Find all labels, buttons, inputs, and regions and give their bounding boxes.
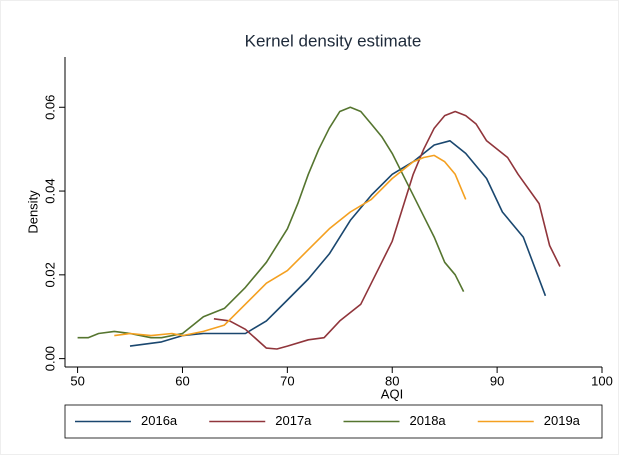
y-tick-label: 0.02 <box>42 262 57 287</box>
x-tick-label: 70 <box>280 373 294 388</box>
x-tick-label: 80 <box>385 373 399 388</box>
y-axis-label: Density <box>25 190 40 234</box>
legend-label: 2017a <box>275 413 312 428</box>
legend-label: 2016a <box>141 413 178 428</box>
y-tick-label: 0.04 <box>42 178 57 203</box>
y-tick-label: 0.06 <box>42 95 57 120</box>
series-line <box>77 106 465 339</box>
series-line <box>213 110 561 350</box>
legend-label: 2019a <box>544 413 581 428</box>
x-tick-label: 50 <box>70 373 84 388</box>
series-line <box>114 154 467 337</box>
x-tick-label: 60 <box>175 373 189 388</box>
legend-label: 2018a <box>410 413 447 428</box>
chart-title: Kernel density estimate <box>245 31 422 50</box>
x-tick-label: 90 <box>490 373 504 388</box>
series-line <box>129 140 547 347</box>
x-tick-label: 100 <box>591 373 613 388</box>
y-tick-label: 0.00 <box>42 346 57 371</box>
x-axis-label: AQI <box>381 386 403 401</box>
